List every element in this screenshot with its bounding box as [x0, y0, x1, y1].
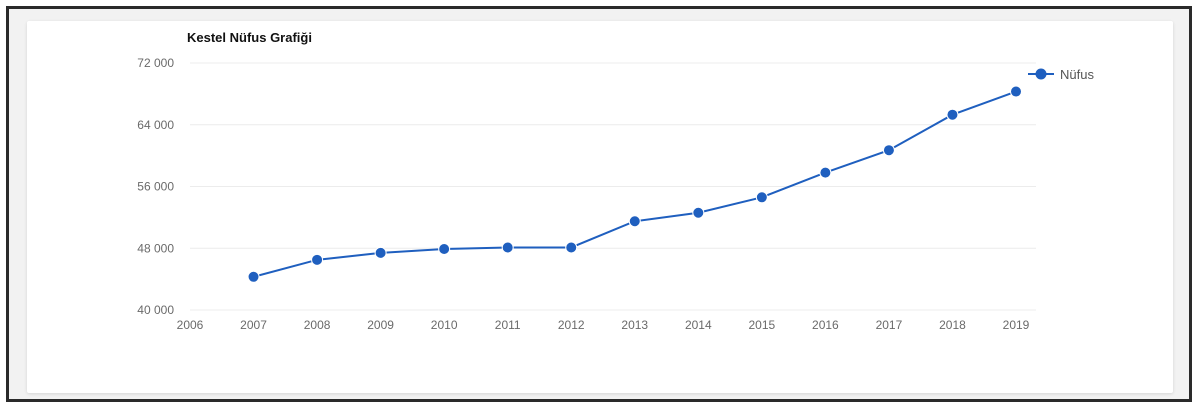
y-axis: 40 000 48 000 56 000 64 000 72 000 [137, 56, 174, 317]
x-tick-label: 2008 [304, 318, 331, 332]
x-tick-label: 2019 [1003, 318, 1030, 332]
data-point[interactable] [882, 144, 895, 157]
data-point[interactable] [755, 191, 768, 204]
data-point[interactable] [1010, 85, 1022, 98]
y-tick-label: 56 000 [137, 180, 174, 194]
grid-lines [190, 62, 1036, 311]
data-point[interactable] [565, 241, 578, 254]
y-tick-label: 64 000 [137, 118, 174, 132]
data-point[interactable] [946, 108, 959, 121]
legend-marker [1035, 68, 1047, 80]
x-tick-label: 2014 [685, 318, 712, 332]
data-point[interactable] [438, 243, 451, 256]
series-line [253, 90, 1017, 278]
chart-title: Kestel Nüfus Grafiği [187, 30, 312, 45]
x-tick-label: 2017 [876, 318, 903, 332]
x-tick-label: 2016 [812, 318, 839, 332]
x-tick-label: 2015 [748, 318, 775, 332]
x-tick-label: 2009 [367, 318, 394, 332]
x-tick-label: 2010 [431, 318, 458, 332]
y-tick-label: 48 000 [137, 241, 174, 255]
legend[interactable]: Nüfus [1028, 67, 1094, 82]
x-tick-label: 2011 [495, 318, 521, 332]
legend-label[interactable]: Nüfus [1060, 67, 1094, 82]
x-tick-label: 2012 [558, 318, 585, 332]
data-point[interactable] [311, 253, 324, 266]
x-tick-label: 2018 [939, 318, 966, 332]
data-point[interactable] [692, 206, 705, 219]
data-point[interactable] [501, 241, 514, 254]
series-layer [247, 85, 1022, 283]
screenshot-frame [6, 6, 1192, 402]
chart-card [27, 21, 1173, 393]
data-point[interactable] [247, 270, 260, 283]
data-point[interactable] [374, 246, 387, 259]
data-point[interactable] [628, 215, 641, 228]
x-axis: 2006 2007 2008 2009 2010 2011 2012 2013 2014 2015… [177, 318, 1030, 332]
x-tick-label: 2013 [621, 318, 648, 332]
x-tick-label: 2006 [177, 318, 204, 332]
x-tick-label: 2007 [240, 318, 267, 332]
y-tick-label: 72 000 [137, 56, 174, 70]
data-point[interactable] [819, 166, 832, 179]
y-tick-label: 40 000 [137, 303, 174, 317]
